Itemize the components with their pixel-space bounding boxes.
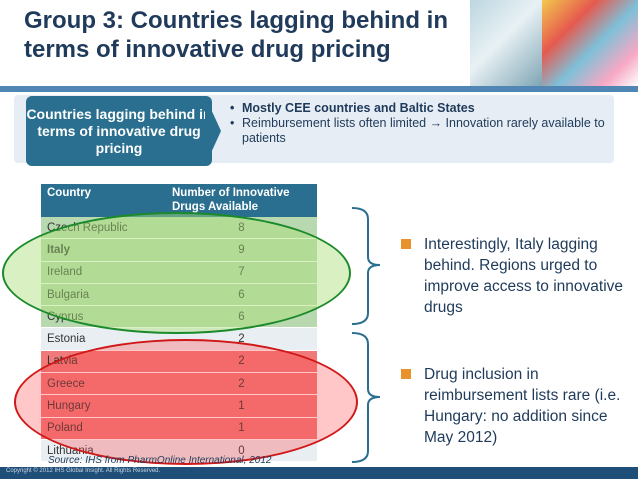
- callout-hungary: Drug inclusion in reimbursement lists ra…: [401, 364, 629, 448]
- red-highlight-ellipse: [14, 339, 358, 465]
- orange-square-bullet-icon: [401, 239, 411, 249]
- banner-arrow-icon: [205, 96, 221, 166]
- footer-bar: [0, 467, 638, 479]
- callout-text: Drug inclusion in reimbursement lists ra…: [424, 366, 621, 446]
- banner-bullet: • Reimbursement lists often limited → Inn…: [230, 116, 610, 146]
- callout-italy: Interestingly, Italy lagging behind. Reg…: [401, 234, 629, 318]
- callout-text: Interestingly, Italy lagging behind. Reg…: [424, 236, 624, 316]
- banner-bullet-text: Reimbursement lists often limited → Inno…: [242, 116, 605, 145]
- green-highlight-ellipse: [2, 212, 351, 334]
- lower-bracket-icon: [351, 332, 381, 463]
- copyright-text: Copyright © 2012 IHS Global Insight. All…: [6, 468, 161, 474]
- banner-bullet-text: Mostly CEE countries and Baltic States: [242, 101, 475, 115]
- header-strip: [0, 86, 638, 92]
- bracket-icons: [351, 207, 381, 463]
- slide-title: Group 3: Countries lagging behind in ter…: [24, 7, 448, 63]
- source-note: Source: IHS from PharmOnline Internation…: [48, 455, 272, 466]
- pills-photo: [542, 0, 638, 86]
- banner-bullets: • Mostly CEE countries and Baltic States …: [230, 101, 610, 146]
- bullet-dot-icon: •: [230, 116, 235, 130]
- banner-label: Countries lagging behind in terms of inn…: [26, 96, 212, 166]
- banner-bullet: • Mostly CEE countries and Baltic States: [230, 101, 610, 116]
- upper-bracket-icon: [351, 207, 381, 325]
- lab-photo: [470, 0, 542, 86]
- bullet-dot-icon: •: [230, 101, 235, 115]
- column-header-country: Country: [41, 184, 166, 217]
- banner-label-text: Countries lagging behind in terms of inn…: [26, 105, 212, 156]
- table-header-row: Country Number of Innovative Drugs Avail…: [41, 184, 317, 217]
- orange-square-bullet-icon: [401, 369, 411, 379]
